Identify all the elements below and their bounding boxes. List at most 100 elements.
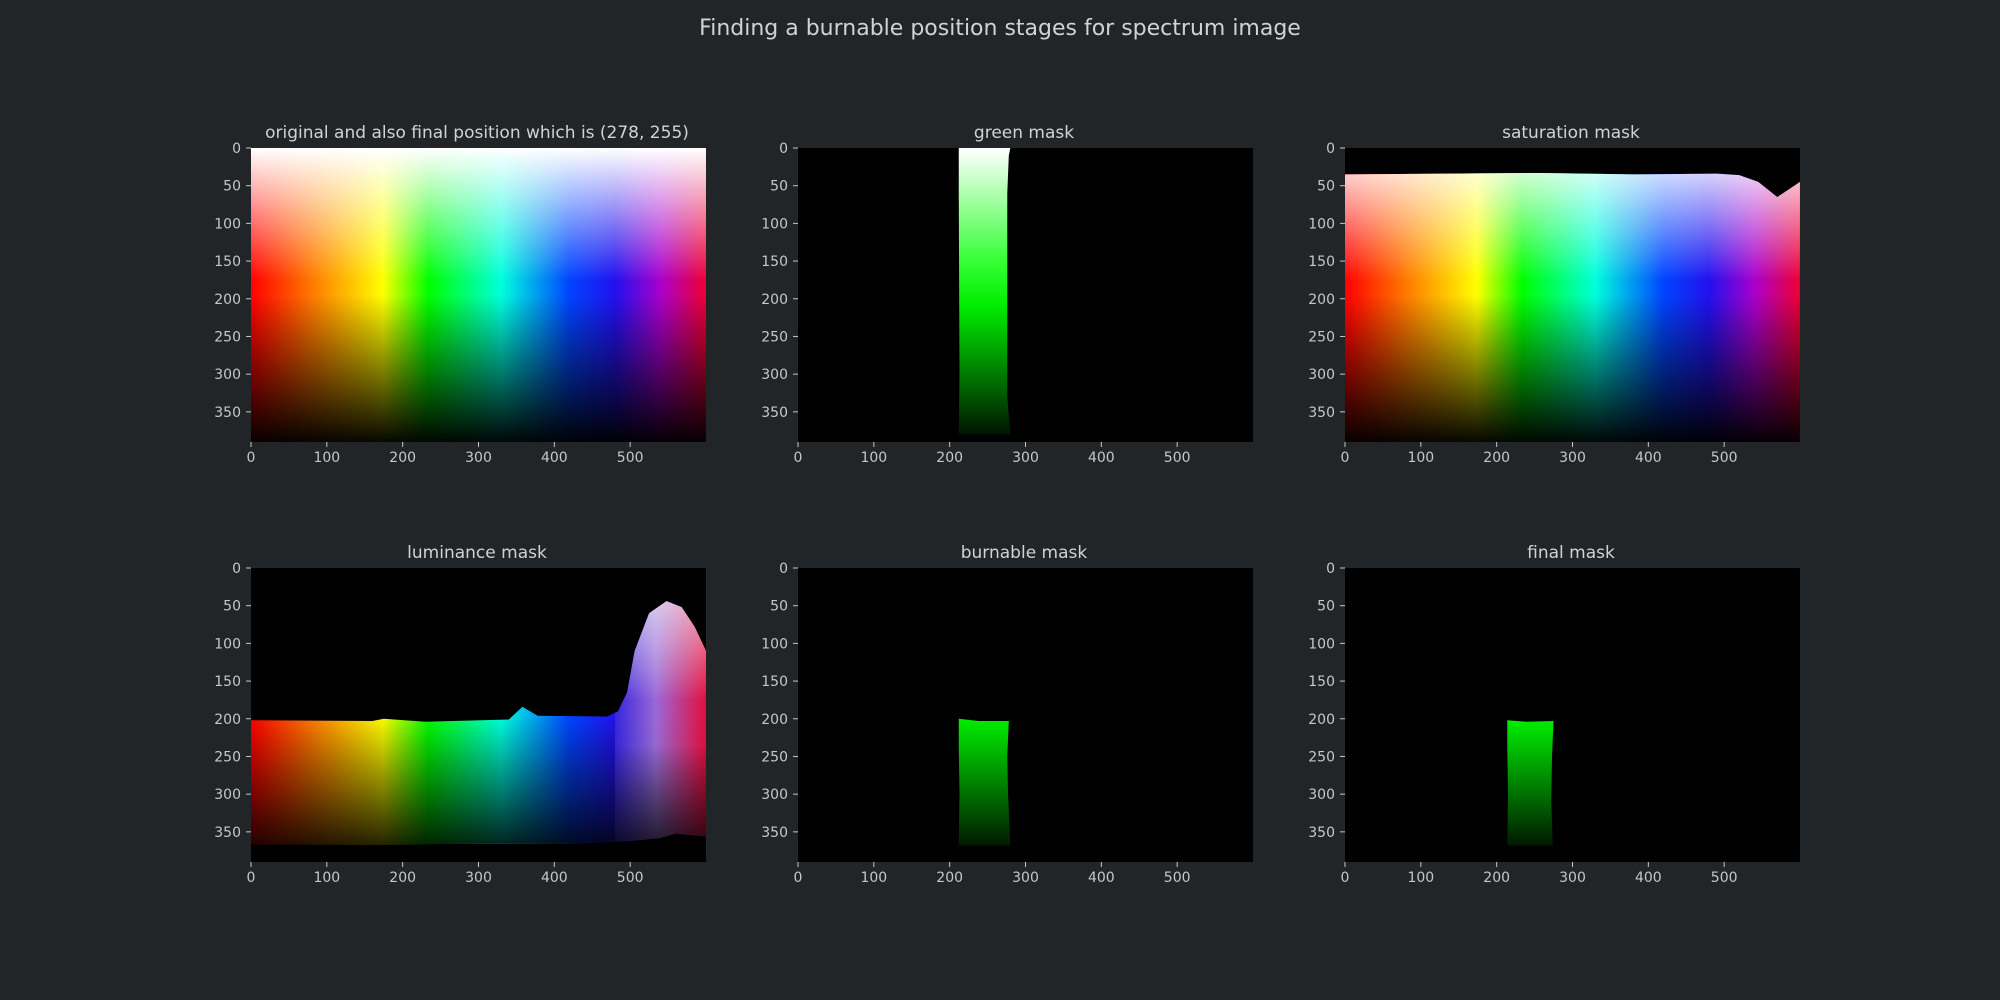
y-tick-label: 50 xyxy=(1317,599,1335,615)
figure-title: Finding a burnable position stages for s… xyxy=(699,16,1301,41)
x-tick-label: 200 xyxy=(936,450,963,466)
x-tick-label: 200 xyxy=(1483,870,1510,886)
y-tick-label: 50 xyxy=(223,179,241,195)
y-tick-label: 250 xyxy=(761,749,788,765)
x-tick-label: 300 xyxy=(1012,870,1039,886)
final-region xyxy=(1507,720,1554,846)
x-tick-label: 200 xyxy=(936,870,963,886)
x-tick-label: 0 xyxy=(1341,450,1350,466)
burnable-region xyxy=(958,718,1011,846)
y-tick-label: 50 xyxy=(1317,179,1335,195)
panel-burnable-mask: burnable mask 0 100 200 300 400 500 0 50 100 150 2… xyxy=(761,543,1253,886)
x-tick-label: 400 xyxy=(1635,450,1662,466)
y-tick-label: 100 xyxy=(761,216,788,232)
mask-background xyxy=(798,568,1253,862)
y-tick-label: 200 xyxy=(761,292,788,308)
y-tick-label: 100 xyxy=(1308,636,1335,652)
x-tick-label: 0 xyxy=(1341,870,1350,886)
y-tick-label: 200 xyxy=(214,292,241,308)
panel-title: green mask xyxy=(974,123,1074,143)
x-tick-label: 500 xyxy=(1164,450,1191,466)
x-tick-label: 0 xyxy=(794,450,803,466)
x-tick-label: 200 xyxy=(1483,450,1510,466)
y-tick-label: 250 xyxy=(214,329,241,345)
x-tick-label: 100 xyxy=(1407,870,1434,886)
panel-title: burnable mask xyxy=(961,543,1088,563)
y-tick-label: 350 xyxy=(761,405,788,421)
y-tick-label: 300 xyxy=(1308,367,1335,383)
x-tick-label: 400 xyxy=(1635,870,1662,886)
y-tick-label: 150 xyxy=(1308,674,1335,690)
y-tick-label: 350 xyxy=(214,825,241,841)
panel-title: original and also final position which i… xyxy=(265,123,689,143)
y-tick-label: 250 xyxy=(1308,749,1335,765)
x-tick-label: 500 xyxy=(617,450,644,466)
x-tick-label: 200 xyxy=(389,870,416,886)
y-tick-label: 0 xyxy=(779,561,788,577)
y-tick-label: 300 xyxy=(214,367,241,383)
y-tick-label: 0 xyxy=(1326,141,1335,157)
y-tick-label: 250 xyxy=(214,749,241,765)
x-tick-label: 300 xyxy=(465,870,492,886)
y-tick-label: 300 xyxy=(761,367,788,383)
spectrum-shade xyxy=(1345,172,1800,442)
x-tick-label: 500 xyxy=(617,870,644,886)
x-tick-label: 300 xyxy=(1012,450,1039,466)
y-tick-label: 350 xyxy=(1308,405,1335,421)
x-tick-label: 100 xyxy=(313,870,340,886)
y-tick-label: 150 xyxy=(214,254,241,270)
y-tick-label: 50 xyxy=(770,599,788,615)
y-tick-label: 0 xyxy=(232,561,241,577)
y-tick-label: 200 xyxy=(761,712,788,728)
y-tick-label: 300 xyxy=(761,787,788,803)
spectrum-shade xyxy=(251,148,706,442)
x-tick-label: 300 xyxy=(465,450,492,466)
y-tick-label: 100 xyxy=(761,636,788,652)
y-tick-label: 300 xyxy=(214,787,241,803)
green-band xyxy=(958,148,1011,435)
y-tick-label: 100 xyxy=(214,216,241,232)
y-tick-label: 350 xyxy=(214,405,241,421)
x-tick-label: 0 xyxy=(794,870,803,886)
y-tick-label: 0 xyxy=(779,141,788,157)
x-tick-label: 0 xyxy=(247,450,256,466)
x-tick-label: 200 xyxy=(389,450,416,466)
y-tick-label: 250 xyxy=(1308,329,1335,345)
y-tick-label: 200 xyxy=(1308,712,1335,728)
y-tick-label: 200 xyxy=(1308,292,1335,308)
y-tick-label: 300 xyxy=(1308,787,1335,803)
panel-title: saturation mask xyxy=(1502,123,1640,143)
y-tick-label: 0 xyxy=(1326,561,1335,577)
panel-title: final mask xyxy=(1527,543,1615,563)
x-tick-label: 100 xyxy=(860,450,887,466)
y-tick-label: 350 xyxy=(1308,825,1335,841)
x-tick-label: 500 xyxy=(1164,870,1191,886)
y-tick-label: 150 xyxy=(214,674,241,690)
x-tick-label: 300 xyxy=(1559,450,1586,466)
x-tick-label: 100 xyxy=(313,450,340,466)
panel-luminance-mask: luminance mask 0 100 200 300 400 500 0 50 100 150… xyxy=(214,543,706,886)
y-tick-label: 150 xyxy=(761,254,788,270)
y-tick-label: 150 xyxy=(761,674,788,690)
y-tick-label: 350 xyxy=(761,825,788,841)
x-tick-label: 100 xyxy=(1407,450,1434,466)
panel-green-mask: green mask 0 100 200 300 400 500 0 50 100 150 200 2… xyxy=(761,123,1253,466)
panel-saturation-mask: saturation mask 0 100 200 300 400 500 0 50 100 15… xyxy=(1308,123,1800,466)
x-tick-label: 0 xyxy=(247,870,256,886)
panel-final-mask: final mask 0 100 200 300 400 500 0 50 100 150 200 2… xyxy=(1308,543,1800,886)
x-tick-label: 400 xyxy=(1088,450,1115,466)
x-tick-label: 400 xyxy=(541,870,568,886)
x-tick-label: 500 xyxy=(1711,870,1738,886)
x-tick-label: 400 xyxy=(1088,870,1115,886)
x-tick-label: 300 xyxy=(1559,870,1586,886)
y-tick-label: 200 xyxy=(214,712,241,728)
y-tick-label: 100 xyxy=(214,636,241,652)
y-tick-label: 100 xyxy=(1308,216,1335,232)
panel-title: luminance mask xyxy=(407,543,547,563)
panel-original: original and also final position which i… xyxy=(214,123,706,466)
mask-background xyxy=(798,148,1253,442)
y-tick-label: 50 xyxy=(770,179,788,195)
x-tick-label: 100 xyxy=(860,870,887,886)
y-tick-label: 0 xyxy=(232,141,241,157)
